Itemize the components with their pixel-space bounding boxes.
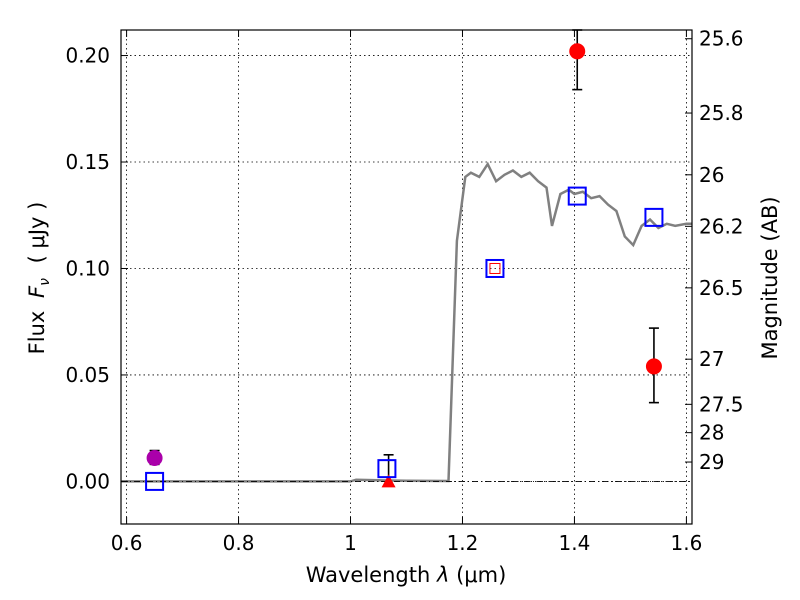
x-tick-label: 0.8 xyxy=(223,531,255,555)
x-tick-label: 1 xyxy=(344,531,357,555)
y-axis-label: Flux Fν ( μJy ) xyxy=(25,202,54,355)
y-tick-label: 0.00 xyxy=(65,469,110,493)
observed-circles-point xyxy=(645,358,662,375)
right-tick-label: 27.5 xyxy=(699,392,744,416)
tick-labels: 0.6 0.8 1 1.2 1.4 1.6 0.00 0.05 0.10 0.15 0.20 25.6… xyxy=(65,27,743,555)
right-tick-label: 28 xyxy=(699,421,724,445)
right-tick-label: 27 xyxy=(699,347,724,371)
right-tick-label: 25.6 xyxy=(699,27,744,51)
right-tick-label: 29 xyxy=(699,450,724,474)
right-tick-label: 26.2 xyxy=(699,214,744,238)
y-tick-label: 0.20 xyxy=(65,44,110,68)
upper-limit-triangle-point xyxy=(381,474,396,488)
grid xyxy=(121,30,692,524)
x-tick-label: 1.6 xyxy=(670,531,702,555)
x-tick-label: 0.6 xyxy=(111,531,143,555)
y-tick-label: 0.15 xyxy=(65,150,110,174)
data-points-layer xyxy=(145,29,664,491)
plot-frame xyxy=(120,29,693,525)
observed-circles-point xyxy=(569,43,586,60)
model-squares-point xyxy=(485,258,505,278)
right-tick-label: 26 xyxy=(699,163,724,187)
model-squares-point xyxy=(644,207,664,227)
small-red-square-point xyxy=(489,262,501,274)
model-squares-point xyxy=(567,186,587,206)
model-squares-point xyxy=(145,471,165,491)
x-axis-label: Wavelength λ (μm) xyxy=(306,563,507,587)
model-spectrum-layer xyxy=(121,161,692,483)
right-axis-label: Magnitude (AB) xyxy=(758,196,782,359)
model-squares-point xyxy=(377,459,397,479)
model-spectrum-line xyxy=(121,161,692,483)
optical-circle-point xyxy=(146,449,163,466)
x-tick-label: 1.2 xyxy=(447,531,479,555)
x-tick-label: 1.4 xyxy=(559,531,591,555)
y-tick-label: 0.10 xyxy=(65,256,110,280)
y-tick-label: 0.05 xyxy=(65,363,110,387)
right-tick-label: 26.5 xyxy=(699,276,744,300)
right-tick-label: 25.8 xyxy=(699,101,744,125)
tick-marks xyxy=(121,30,692,524)
